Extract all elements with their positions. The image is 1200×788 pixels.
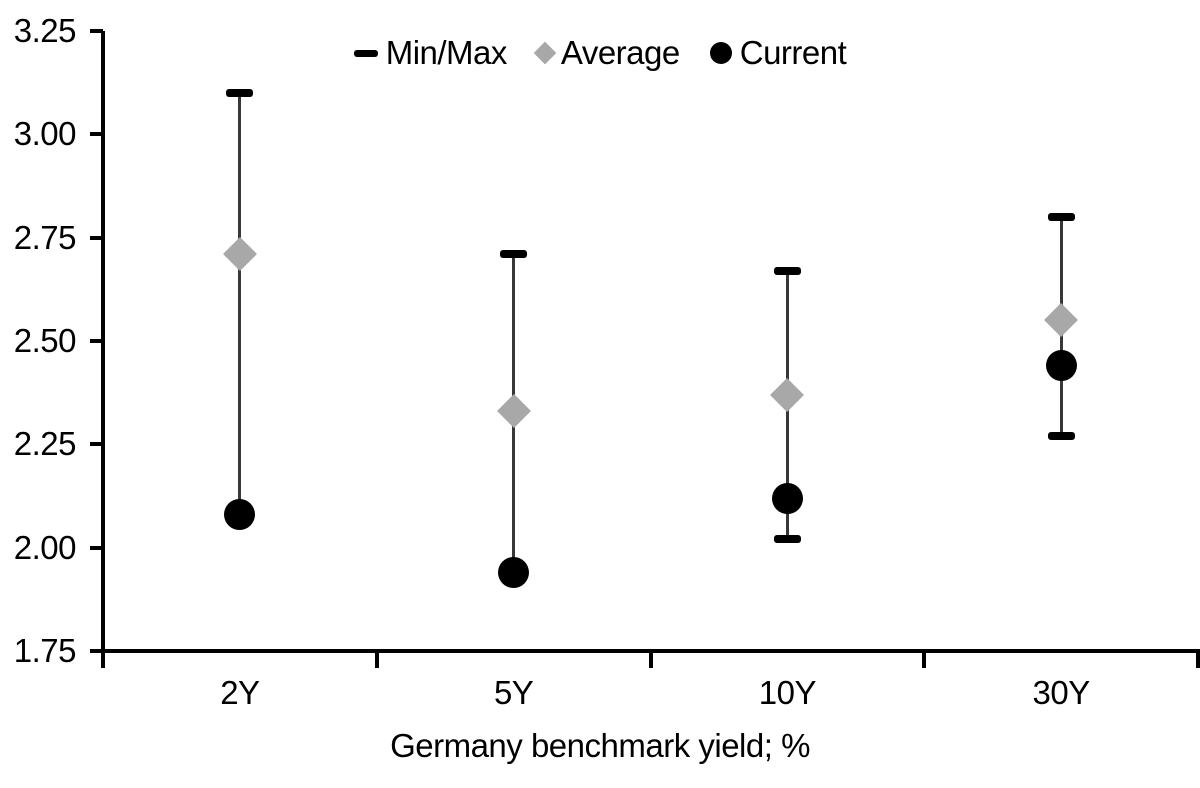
y-axis-tick-label: 2.50 xyxy=(13,322,77,359)
y-axis-tick-label: 1.75 xyxy=(13,632,77,669)
x-axis-tick xyxy=(1196,649,1200,668)
min-cap-10y xyxy=(773,535,801,544)
max-cap-10y xyxy=(773,266,801,275)
max-cap-2y xyxy=(226,89,254,97)
x-axis-title: Germany benchmark yield; % xyxy=(390,727,810,764)
y-axis-tick xyxy=(90,235,103,240)
legend-label-average: Average xyxy=(560,34,680,71)
legend-label-minmax: Min/Max xyxy=(385,34,508,71)
diamond-icon xyxy=(533,41,557,65)
y-axis-tick-label: 3.25 xyxy=(13,12,77,49)
y-axis-tick xyxy=(90,29,103,33)
legend: Min/Max Average Current xyxy=(0,33,1200,73)
x-axis-tick xyxy=(922,649,927,668)
average-marker-5y xyxy=(496,394,531,429)
current-marker-30y xyxy=(1045,350,1077,382)
x-axis-category-label: 2Y xyxy=(220,674,260,711)
current-marker-2y xyxy=(224,499,256,531)
y-axis-tick xyxy=(90,442,103,447)
legend-item-average: Average xyxy=(533,34,680,72)
max-cap-5y xyxy=(500,250,528,259)
x-axis-category-label: 5Y xyxy=(493,674,534,711)
average-marker-10y xyxy=(770,377,805,412)
circle-icon xyxy=(709,42,732,64)
y-axis-tick-label: 3.00 xyxy=(13,115,77,153)
y-axis-tick-label: 2.00 xyxy=(13,528,77,566)
y-axis-tick xyxy=(90,339,103,343)
max-cap-30y xyxy=(1047,213,1075,221)
y-axis-tick xyxy=(90,649,103,653)
average-marker-30y xyxy=(1044,303,1079,338)
legend-item-minmax: Min/Max xyxy=(353,34,508,72)
y-axis-tick-label: 2.75 xyxy=(13,218,77,256)
legend-item-current: Current xyxy=(709,34,847,72)
x-axis-tick xyxy=(374,649,379,668)
range-line-2y xyxy=(238,93,242,515)
y-axis-tick xyxy=(90,132,103,137)
x-axis-tick xyxy=(101,649,105,668)
x-axis-category-label: 10Y xyxy=(758,674,817,711)
y-axis-tick xyxy=(90,545,103,550)
x-axis-tick xyxy=(648,649,653,668)
legend-label-current: Current xyxy=(739,34,847,71)
min-cap-30y xyxy=(1047,432,1075,441)
x-axis-category-label: 30Y xyxy=(1032,674,1091,711)
current-marker-10y xyxy=(771,482,803,514)
y-axis-line xyxy=(101,31,105,655)
y-axis-tick-label: 2.25 xyxy=(13,425,77,463)
average-marker-2y xyxy=(222,237,257,272)
dash-icon xyxy=(353,49,378,57)
current-marker-5y xyxy=(498,556,530,588)
